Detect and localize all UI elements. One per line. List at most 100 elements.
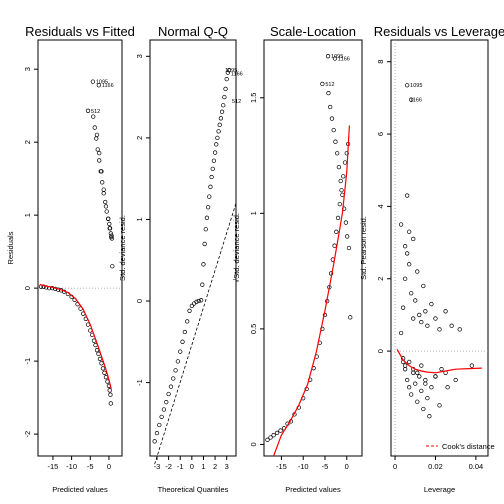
chart-4-point: [407, 359, 412, 365]
chart-2-point: [221, 103, 226, 108]
chart-4-point: [443, 309, 448, 314]
chart-1-point: [97, 150, 102, 156]
chart-2-point: [218, 116, 224, 121]
chart-1-point: [95, 147, 100, 152]
chart-1-xtick-label: -15: [48, 462, 59, 471]
chart-1-point: [94, 132, 100, 138]
chart-2-point-label: 1166: [231, 71, 243, 77]
chart-4-point: [409, 392, 414, 397]
chart-3-point: [343, 220, 349, 225]
chart-2-xlabel: Theoretical Quantiles: [158, 485, 229, 494]
chart-2-point: [211, 158, 217, 163]
chart-2-point: [182, 329, 188, 335]
chart-3-point: [337, 201, 342, 207]
chart-1-point-label: 1166: [102, 83, 114, 89]
chart-2-xtick-label: 0: [190, 462, 194, 471]
chart-1-point: [108, 392, 113, 397]
chart-4-point: [402, 276, 408, 281]
chart-4-xlabel: Leverage: [424, 485, 455, 494]
chart-3-point: [344, 151, 349, 156]
chart-2-point: [161, 407, 167, 412]
chart-4-point: [421, 283, 426, 289]
chart-3-point: [271, 433, 276, 438]
chart-4-point: [398, 330, 404, 336]
chart-2-point: [202, 241, 207, 247]
chart-4-point: [405, 377, 410, 383]
chart-4-point: [423, 381, 428, 386]
chart-4-point: [419, 388, 424, 394]
chart-1-point: [94, 136, 99, 141]
chart-2-point: [154, 431, 160, 436]
chart-4-frame: [390, 39, 489, 457]
chart-4-ytick-label: 4: [376, 204, 385, 208]
chart-4-xtick-label: 0: [393, 462, 397, 471]
chart-3-xtick-label: -15: [276, 462, 287, 471]
chart-2-ylabel: Std. deviance resid.: [118, 215, 127, 281]
chart-1-point: [94, 348, 100, 353]
chart-4-title: Residuals vs Leverage: [374, 24, 504, 39]
chart-1-xtick-label: -10: [66, 462, 77, 471]
chart-2-point-label: 1095: [225, 68, 237, 74]
chart-2-xtick-label: -1: [177, 462, 184, 471]
chart-4-point: [423, 309, 428, 314]
chart-1-point: [97, 356, 103, 362]
chart-1-point: [102, 370, 107, 375]
chart-4-point-label: 1166: [410, 98, 422, 104]
chart-4-xtick-label: 0.02: [428, 462, 443, 471]
chart-3-point: [268, 435, 273, 440]
chart-4-point: [449, 323, 454, 328]
chart-4-point: [421, 406, 426, 412]
chart-3-point: [338, 178, 343, 184]
chart-3-frame: [263, 39, 363, 457]
chart-4-point: [409, 291, 414, 296]
chart-2-point: [210, 166, 215, 172]
chart-3-smooth-line: [273, 125, 350, 457]
chart-2-point: [196, 298, 201, 304]
chart-4-point: [405, 251, 410, 256]
chart-1-point: [99, 361, 104, 366]
chart-1-point: [99, 169, 104, 174]
chart-1-point: [92, 125, 97, 130]
chart-1-xtick-label: -5: [87, 462, 94, 471]
chart-2-point: [185, 319, 190, 324]
chart-2-point: [157, 422, 162, 428]
chart-1-frame: [37, 39, 123, 457]
chart-2-ytick-label: 2: [135, 136, 144, 140]
chart-2-xtick-label: 1: [201, 462, 205, 471]
chart-1-xtick-label: 0: [107, 462, 111, 471]
chart-2-point: [224, 77, 229, 82]
chart-2-frame: [149, 39, 237, 457]
chart-4-point: [457, 327, 462, 332]
chart-3-point-label: 1166: [338, 56, 350, 62]
chart-2-point: [216, 129, 221, 134]
chart-2-point-label: 512: [232, 99, 241, 105]
chart-4-point: [405, 193, 410, 198]
chart-3-point: [341, 174, 346, 179]
chart-1-ylabel: Residuals: [6, 231, 15, 264]
chart-4-point: [433, 316, 438, 321]
chart-4-point: [429, 385, 434, 390]
chart-2-point: [198, 298, 204, 303]
chart-2-xtick-label: -2: [165, 462, 172, 471]
chart-4-point: [411, 370, 416, 375]
chart-4-point: [437, 403, 442, 408]
chart-2-point: [208, 184, 213, 189]
chart-3-point: [335, 151, 340, 156]
chart-1-point: [103, 199, 108, 205]
chart-1-point: [107, 226, 112, 231]
chart-1-ytick-label: 3: [23, 67, 32, 71]
chart-1-point: [104, 209, 109, 214]
chart-4-point: [437, 327, 442, 332]
chart-2-point: [164, 400, 169, 405]
chart-4-ytick-label: 8: [376, 60, 385, 64]
chart-1-point: [101, 187, 106, 192]
chart-2-point: [159, 414, 164, 419]
chart-2-point: [203, 227, 208, 232]
chart-1-ytick-label: -2: [23, 431, 32, 438]
chart-4-xtick-label: 0.04: [469, 462, 484, 471]
chart-1-ytick-label: 0: [23, 286, 32, 290]
chart-2-xtick-label: -3: [154, 462, 161, 471]
chart-2-point: [180, 339, 185, 344]
chart-4-point: [398, 222, 404, 227]
chart-4-point: [425, 323, 430, 328]
